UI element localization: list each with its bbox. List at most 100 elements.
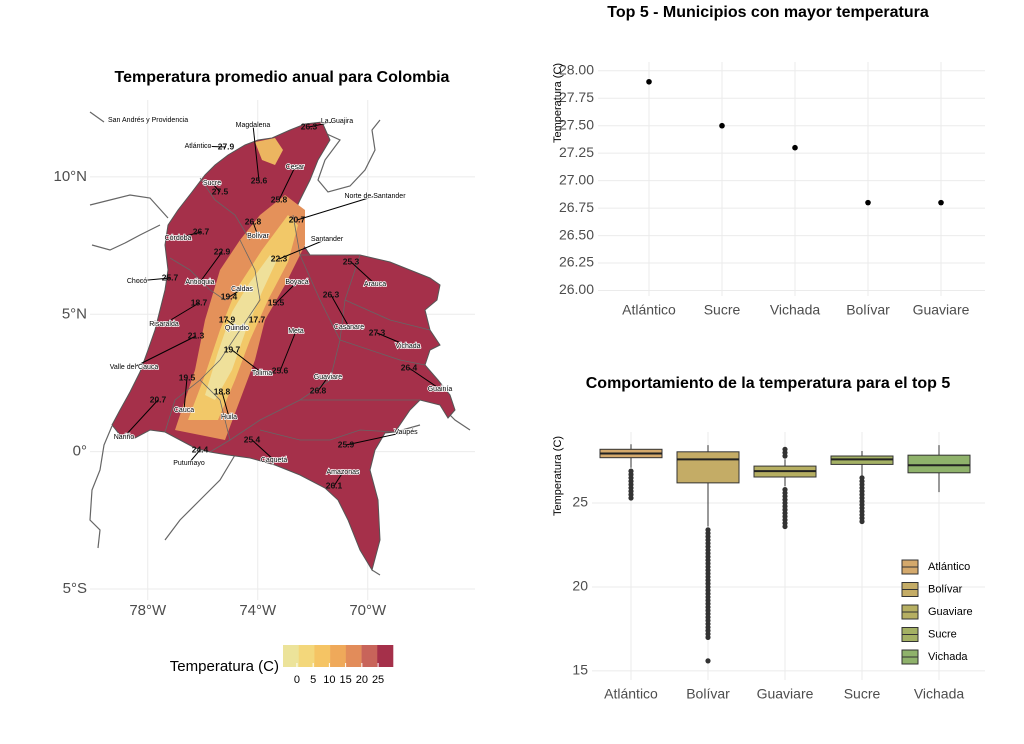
region-name: Norte de Santander — [344, 193, 406, 200]
x-tick-label: Vichada — [770, 302, 821, 318]
region-value: 17.9 — [219, 314, 236, 324]
region-name: Guainía — [428, 386, 453, 393]
leader-line — [123, 399, 159, 438]
region-name: Tolima — [252, 370, 272, 377]
point — [719, 122, 725, 129]
label-layer: 78°W 74°W 70°W 10°N 5°N 0° 5°S San Andrés y Pro… — [53, 61, 972, 701]
y-tick-label: 5°S — [63, 580, 87, 597]
x-tick-label: 74°W — [239, 602, 277, 619]
region-value: 19.5 — [179, 372, 196, 382]
leader-line — [278, 238, 328, 260]
region-name: Meta — [288, 328, 304, 335]
outlier — [859, 475, 865, 481]
x-tick-label: Guaviare — [757, 686, 814, 702]
outlier — [705, 527, 711, 533]
x-tick-label: Bolívar — [846, 302, 890, 318]
panama-coast — [91, 224, 161, 251]
y-tick-label: 27.50 — [559, 116, 594, 132]
region-value: 19.7 — [224, 344, 241, 354]
region-value: 26.3 — [323, 289, 340, 299]
x-tick-label: Atlántico — [622, 302, 676, 318]
leader-line — [252, 124, 260, 182]
region-value: 15.5 — [268, 297, 285, 307]
y-axis-label: Temperatura (C) — [552, 436, 564, 516]
y-tick-label: 20 — [572, 578, 588, 594]
region-value: 22.9 — [214, 246, 231, 256]
region-name: Magdalena — [236, 122, 271, 129]
point — [938, 199, 944, 206]
y-tick-label: 10°N — [53, 168, 87, 185]
region-value: 25.9 — [338, 439, 355, 449]
leader-line — [279, 330, 297, 372]
outlier — [628, 468, 634, 474]
leader-line — [136, 277, 171, 282]
ecuador-coast — [89, 425, 113, 549]
x-tick-label: Sucre — [704, 302, 741, 318]
region-name: Atlántico — [185, 143, 212, 150]
region-value: 27.5 — [212, 186, 229, 196]
y-tick-label: 15 — [572, 662, 588, 678]
legend-label: Vichada — [928, 651, 968, 663]
leader-line — [376, 332, 409, 347]
leader-line — [188, 449, 201, 464]
outlier — [782, 446, 788, 452]
region-value: 27.9 — [218, 141, 235, 151]
region-name: Amazonas — [326, 469, 360, 476]
region-value: 17.7 — [249, 314, 266, 324]
y-tick-label: 26.50 — [559, 226, 594, 242]
region-value: 20.7 — [150, 394, 167, 404]
region-name: Vaupés — [394, 429, 418, 436]
region-value: 25.6 — [272, 365, 289, 375]
colorbar-bin — [345, 645, 362, 667]
leader-line — [199, 251, 223, 283]
outlier — [705, 658, 711, 664]
region-name: Casanare — [334, 324, 364, 331]
leader-line — [408, 367, 441, 390]
point — [865, 199, 871, 206]
region-value: 25.6 — [251, 175, 268, 185]
brazil-border — [394, 424, 421, 433]
legend-label: Sucre — [928, 628, 957, 640]
leader-line — [296, 195, 376, 221]
colorbar-tick-label: 0 — [294, 674, 300, 686]
region-value: 18.8 — [214, 386, 231, 396]
region-name: Risaralda — [149, 321, 179, 328]
region-value: 24.4 — [192, 444, 209, 454]
colorbar-bin — [361, 645, 378, 667]
region-name: Valle del Cauca — [110, 364, 159, 371]
region-name: Caquetá — [261, 457, 288, 464]
region-name: Bolívar — [247, 233, 269, 240]
region-value: 26.7 — [193, 226, 210, 236]
leader-line — [278, 166, 296, 201]
venezuela-coast — [317, 119, 381, 193]
point — [792, 144, 798, 151]
leader-line — [211, 182, 221, 193]
y-tick-label: 27.75 — [559, 89, 594, 105]
leader-line — [177, 231, 202, 239]
legend-title: Temperatura (C) — [170, 658, 279, 675]
x-tick-label: Bolívar — [686, 686, 730, 702]
peru-border — [164, 454, 381, 576]
region-name: Huila — [221, 414, 237, 421]
country-shape — [111, 121, 456, 572]
leader-line — [308, 120, 338, 128]
region-name: San Andrés y Providencia — [108, 117, 188, 124]
chart-title: Top 5 - Municipios con mayor temperatura — [607, 4, 929, 21]
legend-label: Bolívar — [928, 583, 963, 595]
x-tick-label: Sucre — [844, 686, 881, 702]
leader-line — [133, 335, 197, 368]
colorbar-bin — [330, 645, 347, 667]
region-value: 19.4 — [221, 291, 238, 301]
y-tick-label: 26.75 — [559, 199, 594, 215]
y-tick-label: 0° — [73, 443, 87, 460]
leader-line — [231, 349, 263, 374]
region-value: 20.7 — [289, 214, 306, 224]
chart-title: Comportamiento de la temperatura para el… — [586, 375, 951, 392]
region-name: Vichada — [395, 343, 420, 350]
leader-line — [163, 302, 200, 325]
region-name: Córdoba — [165, 235, 192, 242]
colorbar-bin — [298, 645, 315, 667]
region-value: 26.8 — [245, 216, 262, 226]
